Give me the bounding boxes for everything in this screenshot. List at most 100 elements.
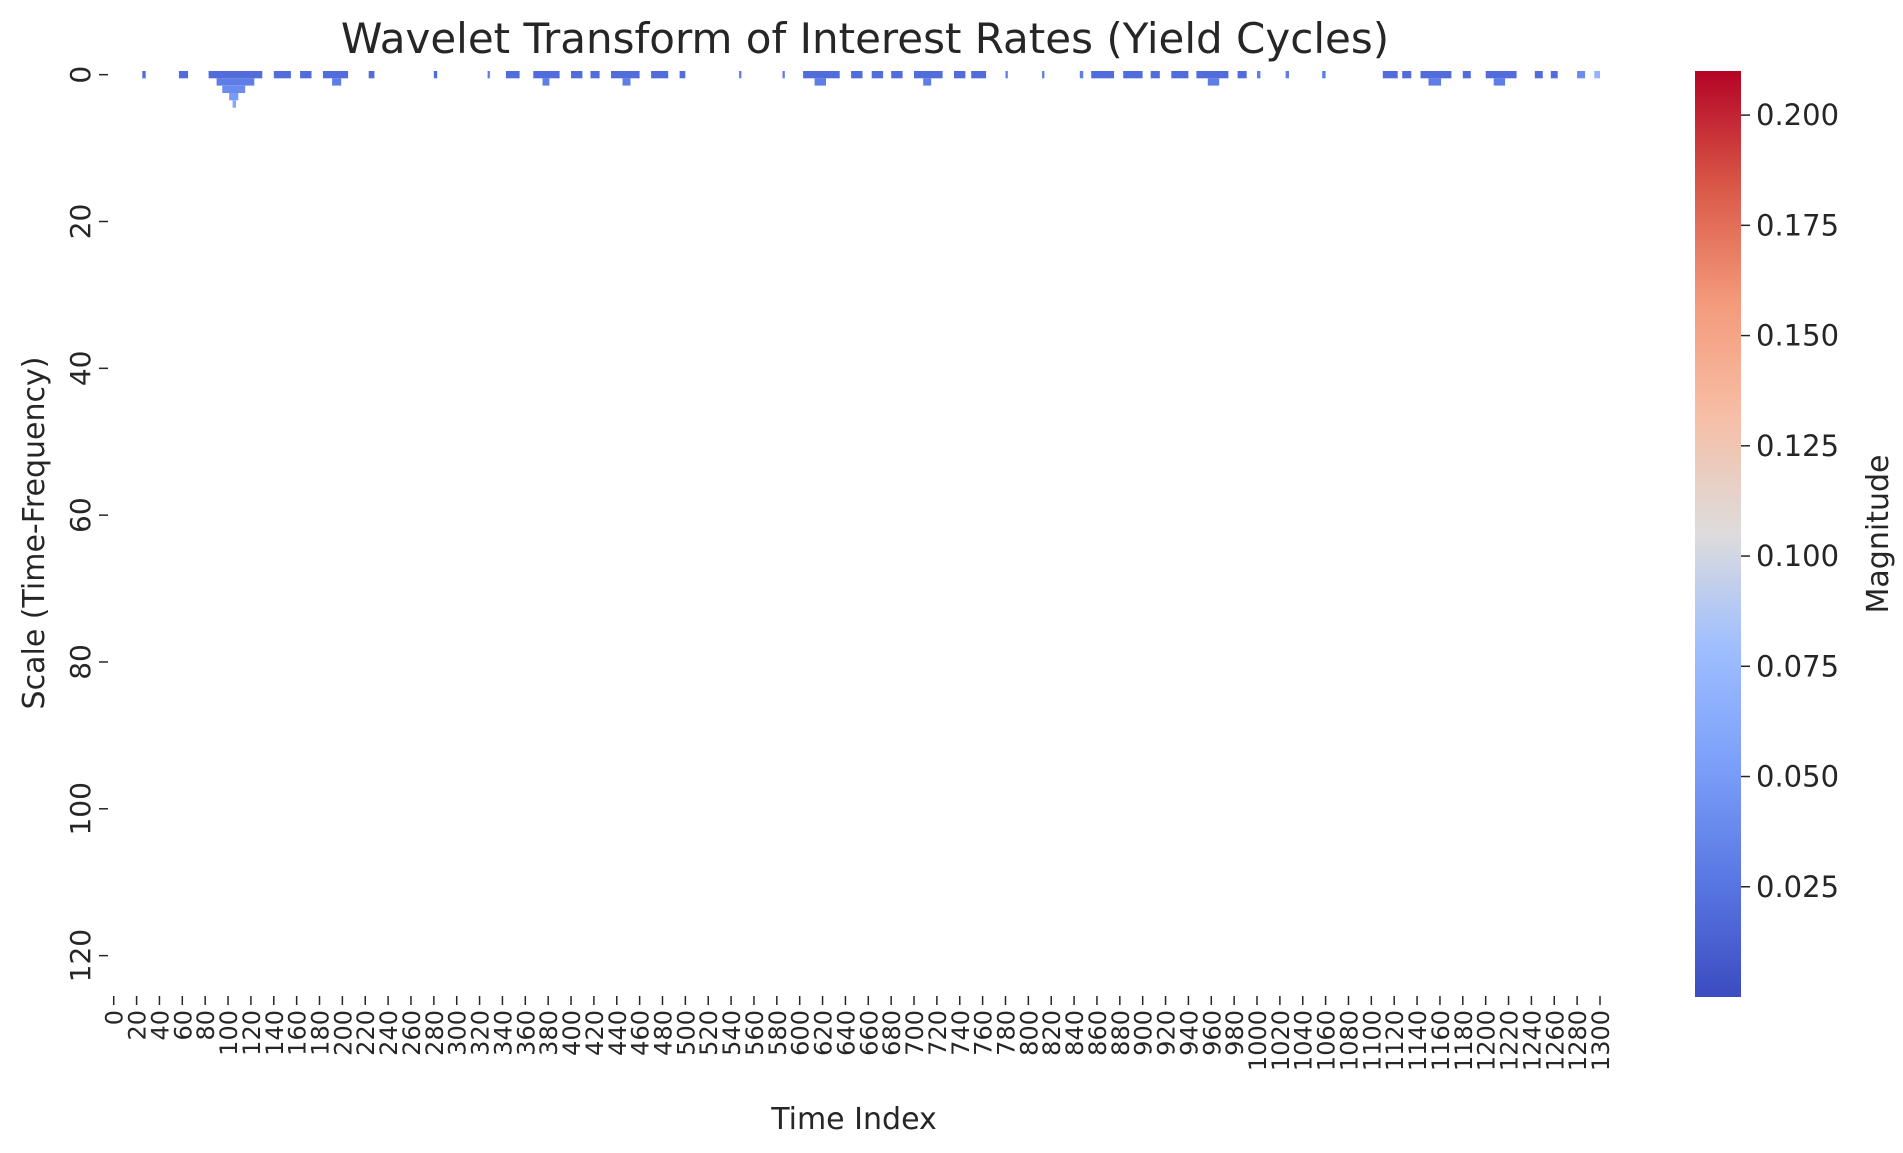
heatmap-cell (1171, 71, 1189, 79)
heatmap-cell (651, 71, 669, 79)
colorbar-tick-label: 0.150 (1756, 319, 1839, 353)
heatmap-cell (1207, 78, 1220, 86)
x-tick-label: 840 (1061, 1010, 1089, 1056)
x-tick-label: 340 (489, 1010, 517, 1056)
x-tick-label: 1080 (1335, 1010, 1363, 1071)
colorbar-tick-label: 0.075 (1756, 649, 1839, 683)
heatmap-cell (322, 71, 349, 79)
x-tick-label: 20 (124, 1010, 152, 1041)
x-tick-label: 800 (1015, 1010, 1043, 1056)
heatmap-cell (611, 71, 640, 79)
x-tick-label: 640 (832, 1010, 860, 1056)
heatmap-cells (142, 71, 1600, 108)
x-tick-label: 1180 (1450, 1010, 1478, 1071)
x-tick-label: 560 (741, 1010, 769, 1056)
x-tick-label: 540 (718, 1010, 746, 1056)
colorbar: 0.025 0.050 0.075 0.100 0.125 0.150 0.175 0.200… (1695, 71, 1896, 997)
x-tick-label: 920 (1153, 1010, 1181, 1056)
heatmap-cell (851, 71, 863, 79)
heatmap-cell (1123, 71, 1143, 79)
heatmap-cell (433, 71, 438, 79)
x-tick-label: 900 (1130, 1010, 1158, 1056)
x-tick-label: 100 (215, 1010, 243, 1056)
x-tick-label: 400 (558, 1010, 586, 1056)
x-tick-label: 1140 (1404, 1010, 1432, 1071)
heatmap-cell (814, 78, 826, 86)
heatmap-cell (1420, 71, 1452, 79)
heatmap-cell (914, 71, 943, 79)
x-tick-label: 200 (329, 1010, 357, 1056)
heatmap-cell (1237, 71, 1247, 79)
x-tick-label: 980 (1221, 1010, 1249, 1056)
heatmap-cell (142, 71, 146, 79)
heatmap-cell (1257, 71, 1261, 79)
chart-title: Wavelet Transform of Interest Rates (Yie… (341, 14, 1389, 63)
x-tick-label: 300 (444, 1010, 472, 1056)
x-axis: 0204060801001201401601802002202402602803… (101, 996, 1615, 1137)
heatmap-cell (679, 71, 686, 79)
heatmap-cell (971, 71, 987, 79)
x-tick-label: 1240 (1518, 1010, 1546, 1071)
x-tick-label: 1280 (1564, 1010, 1592, 1071)
x-tick-label: 460 (627, 1010, 655, 1056)
heatmap-cell (1493, 78, 1506, 86)
y-axis: 0 20 40 60 80 100 120 Scale (Time-Frequency) (17, 66, 108, 982)
x-tick-label: 60 (169, 1010, 197, 1041)
x-tick-label: 1260 (1541, 1010, 1569, 1071)
x-tick-label: 620 (810, 1010, 838, 1056)
x-tick-label: 780 (992, 1010, 1020, 1056)
heatmap-cell (1402, 71, 1412, 79)
heatmap-cell (1042, 71, 1045, 79)
heatmap-cell (533, 71, 560, 79)
x-tick-label: 40 (146, 1010, 174, 1041)
colorbar-tick-label: 0.100 (1756, 539, 1839, 573)
heatmap-cell (739, 71, 742, 79)
heatmap-cell (622, 78, 631, 86)
heatmap-cell (208, 71, 263, 79)
colorbar-label: Magnitude (1861, 455, 1896, 614)
heatmap-cell (1594, 71, 1600, 79)
heatmap-cell (571, 71, 583, 79)
y-tick-label: 60 (64, 497, 97, 533)
heatmap-cell (1382, 71, 1398, 79)
x-tick-label: 1000 (1244, 1010, 1272, 1071)
x-tick-label: 1100 (1358, 1010, 1386, 1071)
heatmap-cell (1091, 71, 1115, 79)
x-tick-label: 1060 (1313, 1010, 1341, 1071)
plot-background (108, 71, 1600, 996)
x-ticks: 0204060801001201401601802002202402602803… (101, 996, 1615, 1071)
x-tick-label: 1040 (1290, 1010, 1318, 1071)
y-tick-label: 40 (64, 351, 97, 387)
x-tick-label: 740 (947, 1010, 975, 1056)
x-tick-label: 700 (901, 1010, 929, 1056)
x-tick-label: 1300 (1587, 1010, 1615, 1071)
x-tick-label: 600 (787, 1010, 815, 1056)
heatmap-cell (1196, 71, 1229, 79)
x-tick-label: 820 (1038, 1010, 1066, 1056)
x-tick-label: 80 (192, 1010, 220, 1041)
heatmap-cell (1577, 71, 1586, 79)
y-tick-label: 20 (64, 204, 97, 240)
x-tick-label: 500 (672, 1010, 700, 1056)
x-tick-label: 120 (238, 1010, 266, 1056)
heatmap-cell (782, 71, 785, 79)
heatmap-cell (803, 71, 840, 79)
heatmap-cell (1079, 71, 1084, 79)
heatmap-cell (954, 71, 966, 79)
colorbar-tick-label: 0.200 (1756, 98, 1839, 132)
x-tick-label: 140 (261, 1010, 289, 1056)
y-tick-label: 120 (64, 929, 97, 982)
heatmap-cell (1150, 71, 1160, 79)
x-tick-label: 280 (421, 1010, 449, 1056)
heatmap-cell (505, 71, 520, 79)
y-tick-label: 80 (64, 644, 97, 680)
heatmap-cell (1534, 71, 1543, 79)
colorbar-tick-label: 0.125 (1756, 429, 1839, 463)
x-tick-label: 320 (467, 1010, 495, 1056)
colorbar-tick-label: 0.025 (1756, 870, 1839, 904)
heatmap-cell (871, 71, 884, 79)
x-tick-label: 180 (307, 1010, 335, 1056)
colorbar-tick-label: 0.175 (1756, 208, 1839, 242)
heatmap-cell (273, 71, 291, 79)
heatmap-cell (332, 78, 342, 86)
